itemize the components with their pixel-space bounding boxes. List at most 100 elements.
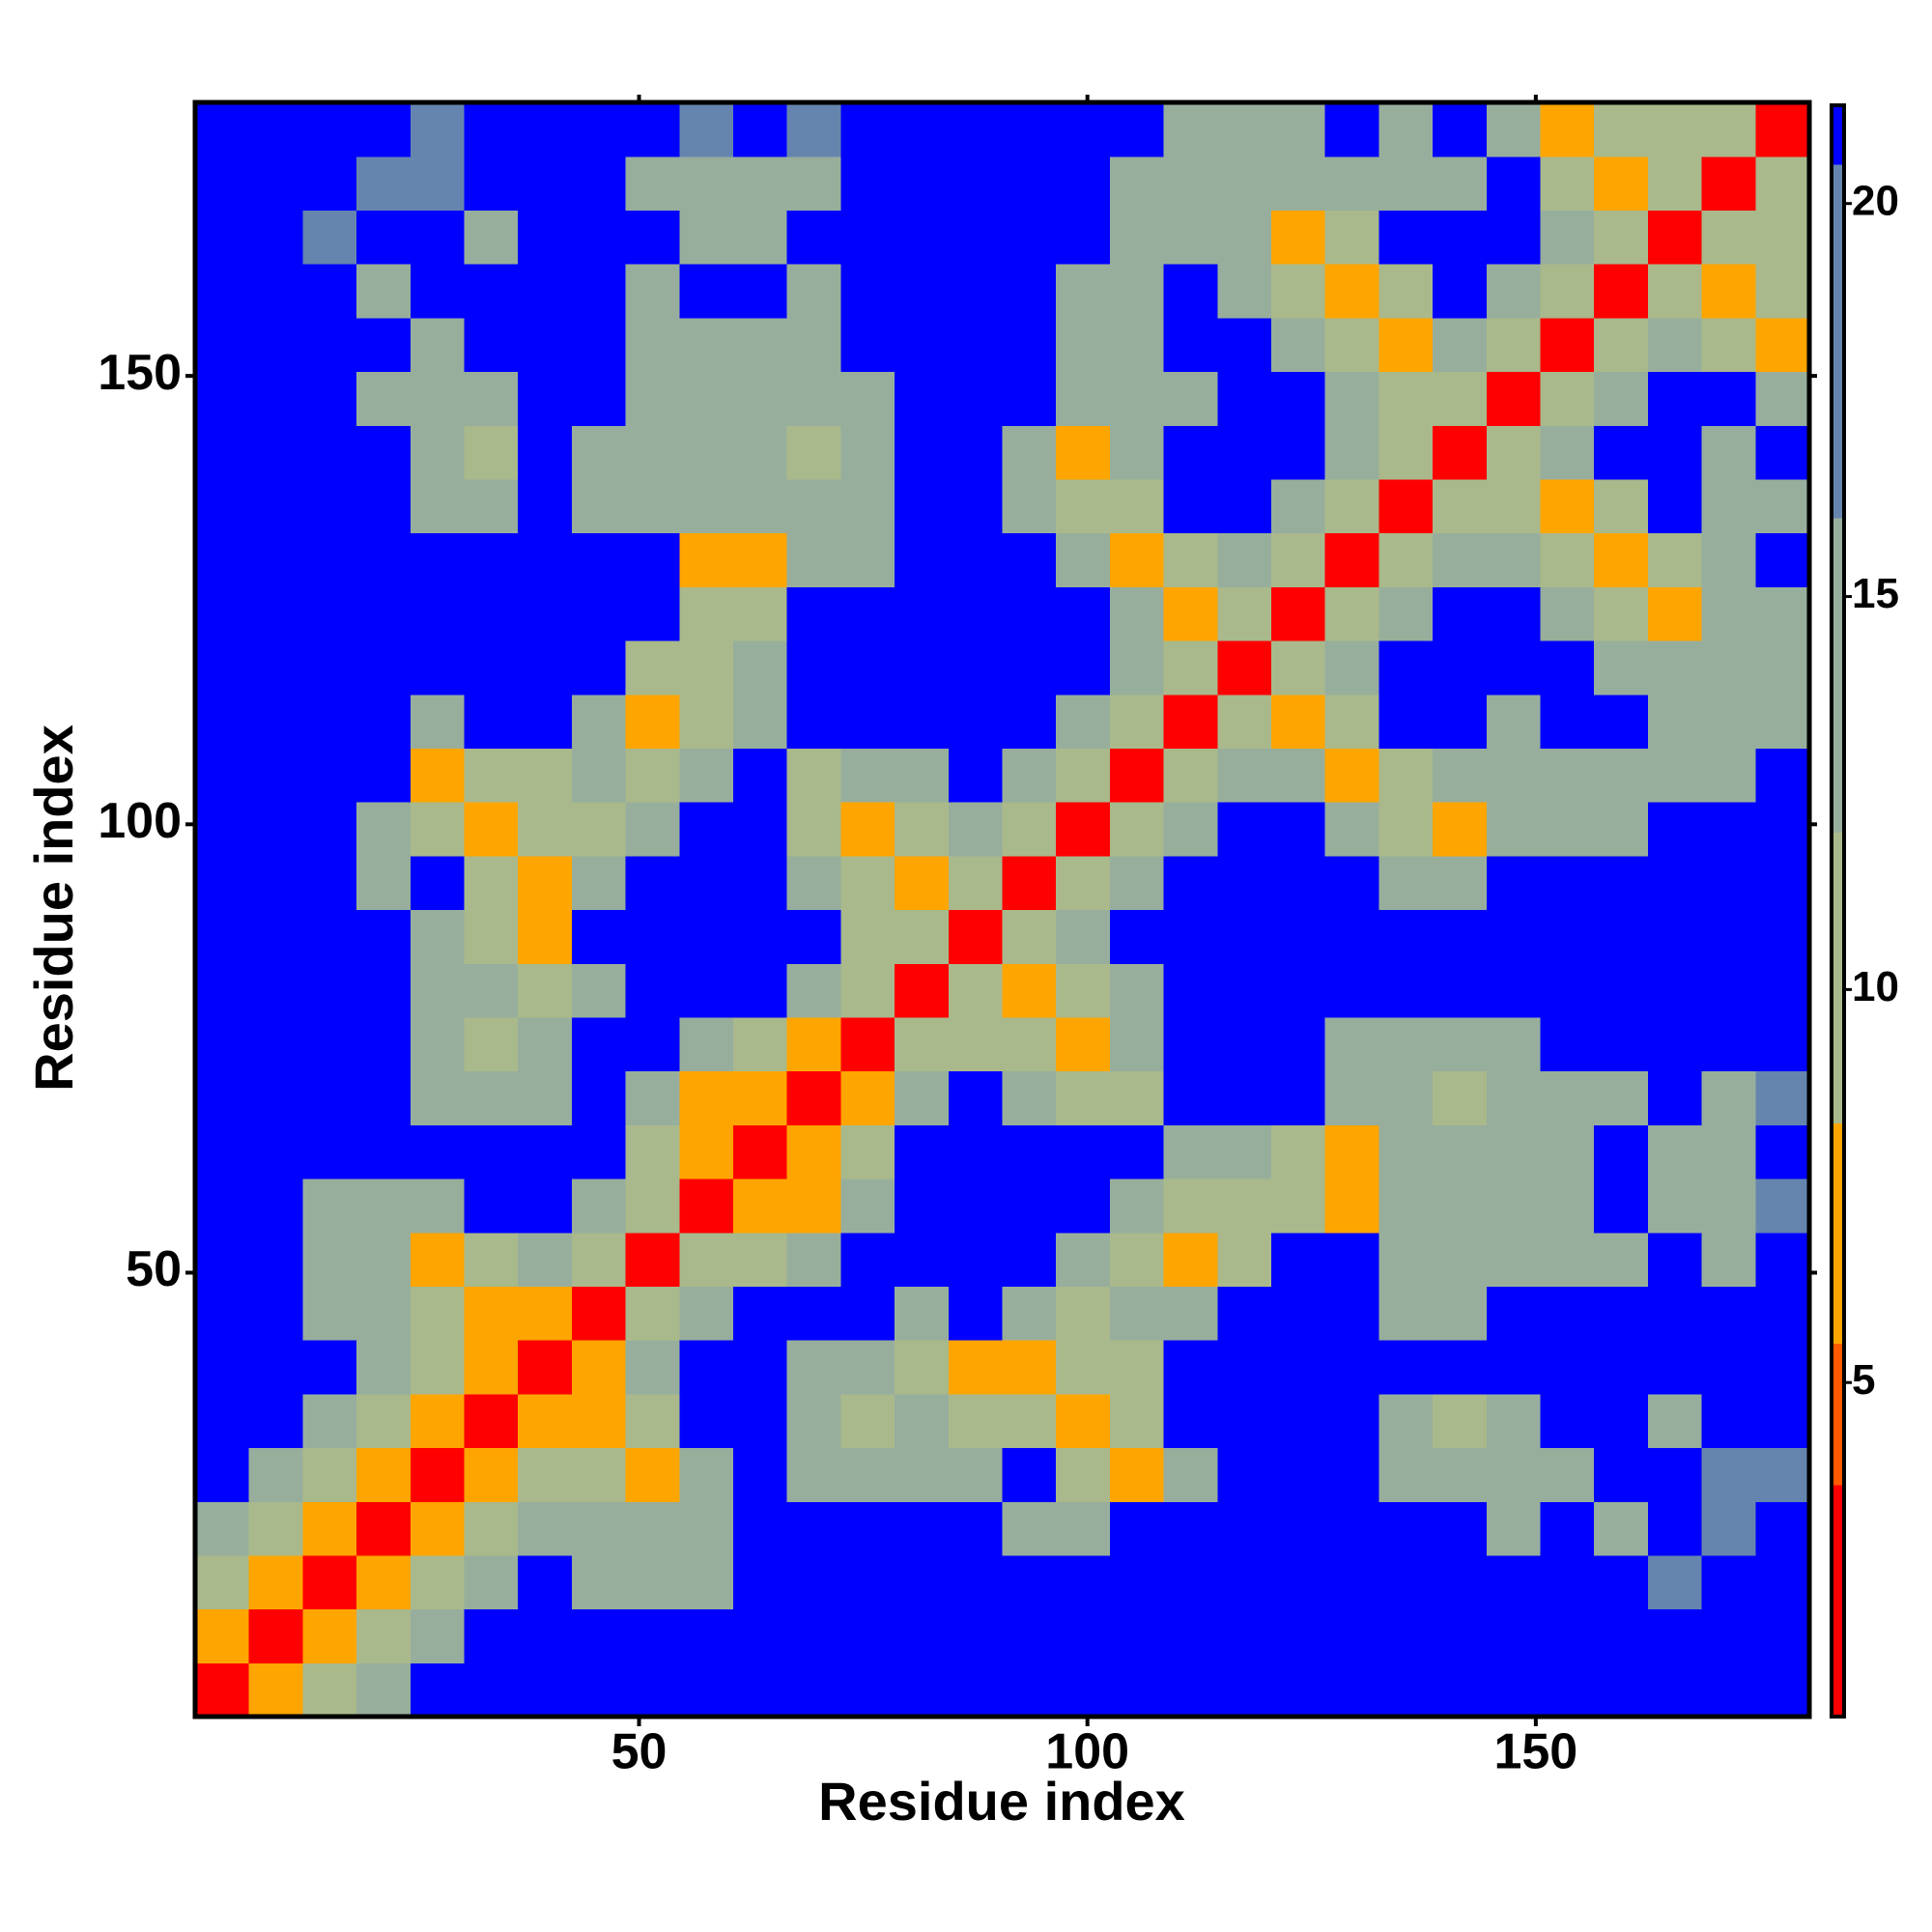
heatmap-cell: [733, 478, 788, 534]
heatmap-cell: [410, 748, 466, 803]
heatmap-cell: [356, 855, 412, 911]
heatmap-cell: [1002, 1340, 1057, 1395]
heatmap-cell: [1217, 1286, 1272, 1341]
heatmap-cell: [786, 694, 841, 749]
heatmap-cell: [1594, 1286, 1649, 1341]
heatmap-cell: [1109, 1286, 1165, 1341]
heatmap-cell: [895, 1124, 950, 1179]
heatmap-cell: [356, 1447, 412, 1502]
heatmap-cell: [895, 532, 950, 587]
heatmap-cell: [1486, 264, 1542, 319]
heatmap-cell: [1271, 1179, 1326, 1234]
heatmap-cell: [1540, 640, 1595, 696]
heatmap-cell: [733, 1340, 788, 1395]
heatmap-cell: [1594, 1232, 1649, 1287]
heatmap-cell: [948, 1662, 1004, 1718]
heatmap-cell: [302, 371, 357, 426]
heatmap-cell: [195, 855, 250, 911]
heatmap-cell: [1433, 748, 1488, 803]
heatmap-cell: [1056, 1447, 1111, 1502]
heatmap-cell: [1486, 1016, 1542, 1072]
heatmap-cell: [1378, 1286, 1434, 1341]
heatmap-cell: [1056, 317, 1111, 373]
heatmap-cell: [1056, 1501, 1111, 1556]
heatmap-cell: [571, 264, 627, 319]
heatmap-cell: [625, 1070, 680, 1125]
heatmap-cell: [1271, 1554, 1326, 1610]
heatmap-cell: [195, 1447, 250, 1502]
heatmap-cell: [948, 1232, 1004, 1287]
heatmap-cell: [1056, 586, 1111, 641]
heatmap-cell: [1540, 210, 1595, 265]
heatmap-cell: [1056, 802, 1111, 857]
heatmap-cell: [1701, 694, 1756, 749]
heatmap-cell: [518, 1286, 573, 1341]
heatmap-cell: [786, 909, 841, 964]
heatmap-cell: [1163, 102, 1218, 157]
heatmap-cell: [1433, 586, 1488, 641]
heatmap-cell: [1701, 156, 1756, 211]
heatmap-cell: [1594, 1016, 1649, 1072]
heatmap-cell: [948, 102, 1004, 157]
heatmap-cell: [1056, 1608, 1111, 1663]
heatmap-cell: [1755, 210, 1810, 265]
heatmap-cell: [1486, 1662, 1542, 1718]
heatmap-cell: [1433, 1232, 1488, 1287]
heatmap-cell: [948, 1447, 1004, 1502]
heatmap-cell: [948, 1286, 1004, 1341]
heatmap-cell: [1594, 317, 1649, 373]
heatmap-cell: [195, 102, 250, 157]
heatmap-cell: [679, 640, 734, 696]
heatmap-cell: [1433, 1662, 1488, 1718]
heatmap-cell: [1271, 1124, 1326, 1179]
heatmap-cell: [948, 909, 1004, 964]
heatmap-cell: [1701, 1070, 1756, 1125]
y-axis-title: Residue index: [23, 724, 84, 1092]
heatmap-cell: [1594, 1662, 1649, 1718]
heatmap-cell: [518, 532, 573, 587]
heatmap-cell: [1002, 694, 1057, 749]
heatmap-cell: [248, 748, 303, 803]
heatmap-cell: [786, 1124, 841, 1179]
heatmap-cell: [1647, 1447, 1703, 1502]
heatmap-cell: [1701, 371, 1756, 426]
heatmap-cell: [625, 855, 680, 911]
heatmap-cell: [248, 102, 303, 157]
heatmap-cell: [248, 586, 303, 641]
heatmap-cell: [1701, 963, 1756, 1018]
heatmap-cell: [733, 909, 788, 964]
heatmap-cell: [195, 264, 250, 319]
heatmap-cell: [895, 1554, 950, 1610]
heatmap-cell: [1486, 1070, 1542, 1125]
heatmap-cell: [1755, 1447, 1810, 1502]
heatmap-cell: [1540, 478, 1595, 534]
heatmap-cell: [948, 1179, 1004, 1234]
heatmap-cell: [733, 1554, 788, 1610]
heatmap-cell: [1755, 1340, 1810, 1395]
heatmap-cell: [948, 371, 1004, 426]
heatmap-cell: [571, 1393, 627, 1449]
heatmap-cell: [1163, 1070, 1218, 1125]
heatmap-cell: [248, 264, 303, 319]
heatmap-cell: [518, 478, 573, 534]
heatmap-cell: [840, 102, 895, 157]
heatmap-cell: [1002, 1501, 1057, 1556]
heatmap-cell: [1271, 1286, 1326, 1341]
heatmap-cell: [410, 1070, 466, 1125]
heatmap-cell: [1701, 1340, 1756, 1395]
heatmap-cell: [786, 963, 841, 1018]
heatmap-cell: [895, 1501, 950, 1556]
heatmap-cell: [679, 855, 734, 911]
heatmap-cell: [948, 1124, 1004, 1179]
heatmap-cell: [1163, 1286, 1218, 1341]
heatmap-cell: [571, 909, 627, 964]
heatmap-cell: [625, 478, 680, 534]
heatmap-cell: [895, 264, 950, 319]
heatmap-cell: [1056, 1393, 1111, 1449]
heatmap-cell: [733, 1286, 788, 1341]
heatmap-cell: [1647, 586, 1703, 641]
heatmap-cell: [248, 1124, 303, 1179]
heatmap-cell: [1433, 532, 1488, 587]
heatmap-cell: [571, 640, 627, 696]
heatmap-cell: [625, 210, 680, 265]
